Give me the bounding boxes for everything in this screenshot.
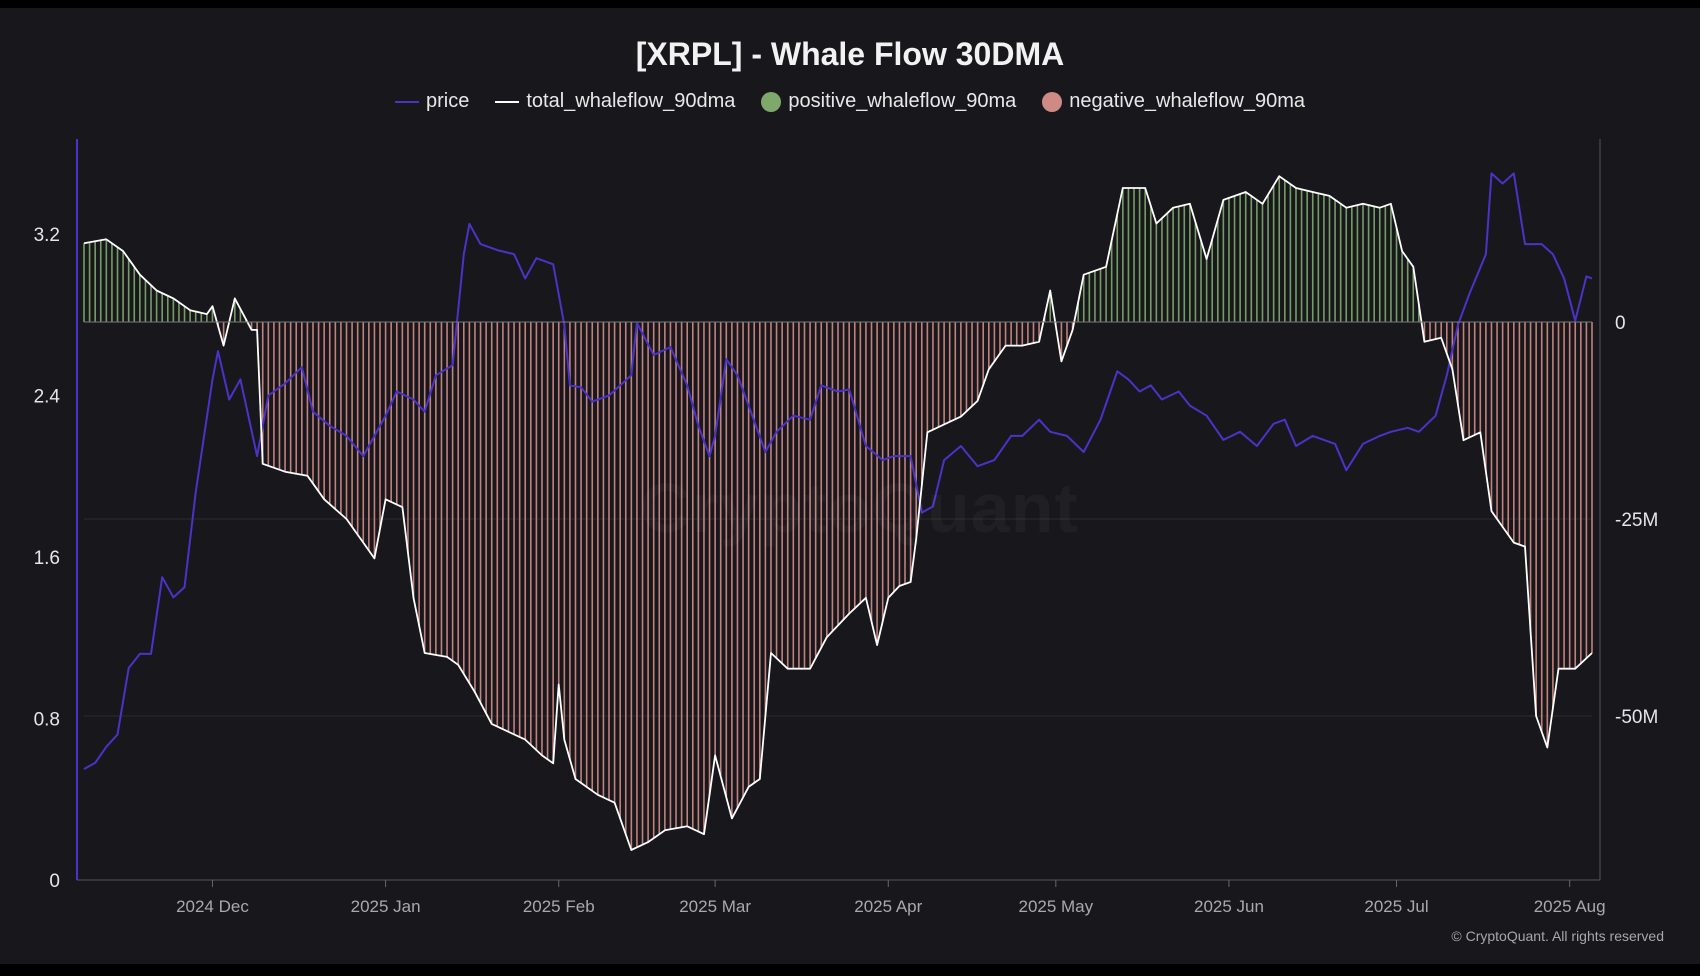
left-axis-tick-label: 0.8 bbox=[34, 710, 60, 731]
price-line bbox=[83, 172, 1593, 770]
legend-label-total-whaleflow: total_whaleflow_90dma bbox=[526, 90, 736, 112]
x-axis-tick-label: 2025 Jun bbox=[1194, 897, 1264, 916]
x-axis-tick-label: 2025 Feb bbox=[523, 897, 595, 916]
legend-item-positive-whaleflow[interactable]: positive_whaleflow_90ma bbox=[761, 90, 1016, 113]
x-axis-tick-label: 2025 Jan bbox=[351, 897, 421, 916]
x-axis-tick-label: 2025 Mar bbox=[679, 897, 751, 916]
left-axis-tick-label: 0 bbox=[49, 871, 60, 892]
left-axis-tick-label: 2.4 bbox=[34, 387, 61, 408]
legend-dot-marker bbox=[1042, 91, 1063, 112]
legend-label-negative-whaleflow: negative_whaleflow_90ma bbox=[1069, 90, 1306, 112]
x-axis-tick-label: 2024 Dec bbox=[176, 897, 249, 916]
chart-title: [XRPL] - Whale Flow 30DMA bbox=[635, 36, 1065, 72]
right-axis-tick-label: -50M bbox=[1615, 707, 1658, 728]
total-whaleflow-line bbox=[83, 175, 1593, 851]
chart-frame bbox=[0, 8, 1700, 964]
left-axis-tick-label: 3.2 bbox=[34, 225, 60, 246]
chart-legend: price total_whaleflow_90dma positive_wha… bbox=[0, 90, 1700, 113]
x-axis-tick-label: 2025 Aug bbox=[1534, 897, 1606, 916]
copyright-notice: © CryptoQuant. All rights reserved bbox=[1451, 928, 1664, 944]
legend-item-total-whaleflow[interactable]: total_whaleflow_90dma bbox=[495, 90, 735, 113]
legend-label-positive-whaleflow: positive_whaleflow_90ma bbox=[788, 90, 1017, 112]
series-lines-layer bbox=[83, 172, 1593, 851]
legend-item-negative-whaleflow[interactable]: negative_whaleflow_90ma bbox=[1042, 90, 1305, 113]
left-axis-tick-label: 1.6 bbox=[34, 548, 60, 569]
axes-layer: 0 0.8 1.6 2.4 3.2 0 -25M -50M 2024 Dec 2025 Jan 20… bbox=[34, 139, 1658, 916]
right-axis-tick-label: 0 bbox=[1615, 313, 1626, 334]
legend-line-marker bbox=[394, 100, 419, 103]
whaleflow-bars-layer bbox=[83, 176, 1593, 850]
x-axis-tick-label: 2025 Apr bbox=[854, 897, 922, 916]
x-axis-tick-label: 2025 May bbox=[1018, 897, 1093, 916]
legend-label-price: price bbox=[425, 90, 470, 112]
legend-dot-marker bbox=[761, 91, 782, 112]
legend-line-marker bbox=[495, 100, 520, 103]
legend-item-price[interactable]: price bbox=[394, 90, 470, 113]
cryptoquant-watermark: CryptoQuant bbox=[640, 468, 1079, 548]
right-axis-tick-label: -25M bbox=[1615, 510, 1658, 531]
x-axis-tick-label: 2025 Jul bbox=[1364, 897, 1428, 916]
